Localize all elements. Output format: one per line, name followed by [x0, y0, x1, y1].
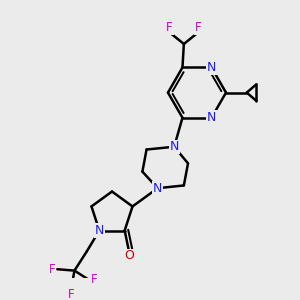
Text: N: N [169, 140, 179, 153]
Text: N: N [207, 111, 216, 124]
Text: N: N [153, 182, 162, 195]
Text: F: F [49, 263, 55, 276]
Text: F: F [195, 21, 202, 34]
Text: N: N [207, 61, 216, 74]
Text: F: F [166, 21, 173, 34]
Text: N: N [94, 224, 104, 237]
Text: O: O [124, 250, 134, 262]
Text: F: F [68, 288, 74, 300]
Text: F: F [91, 273, 97, 286]
